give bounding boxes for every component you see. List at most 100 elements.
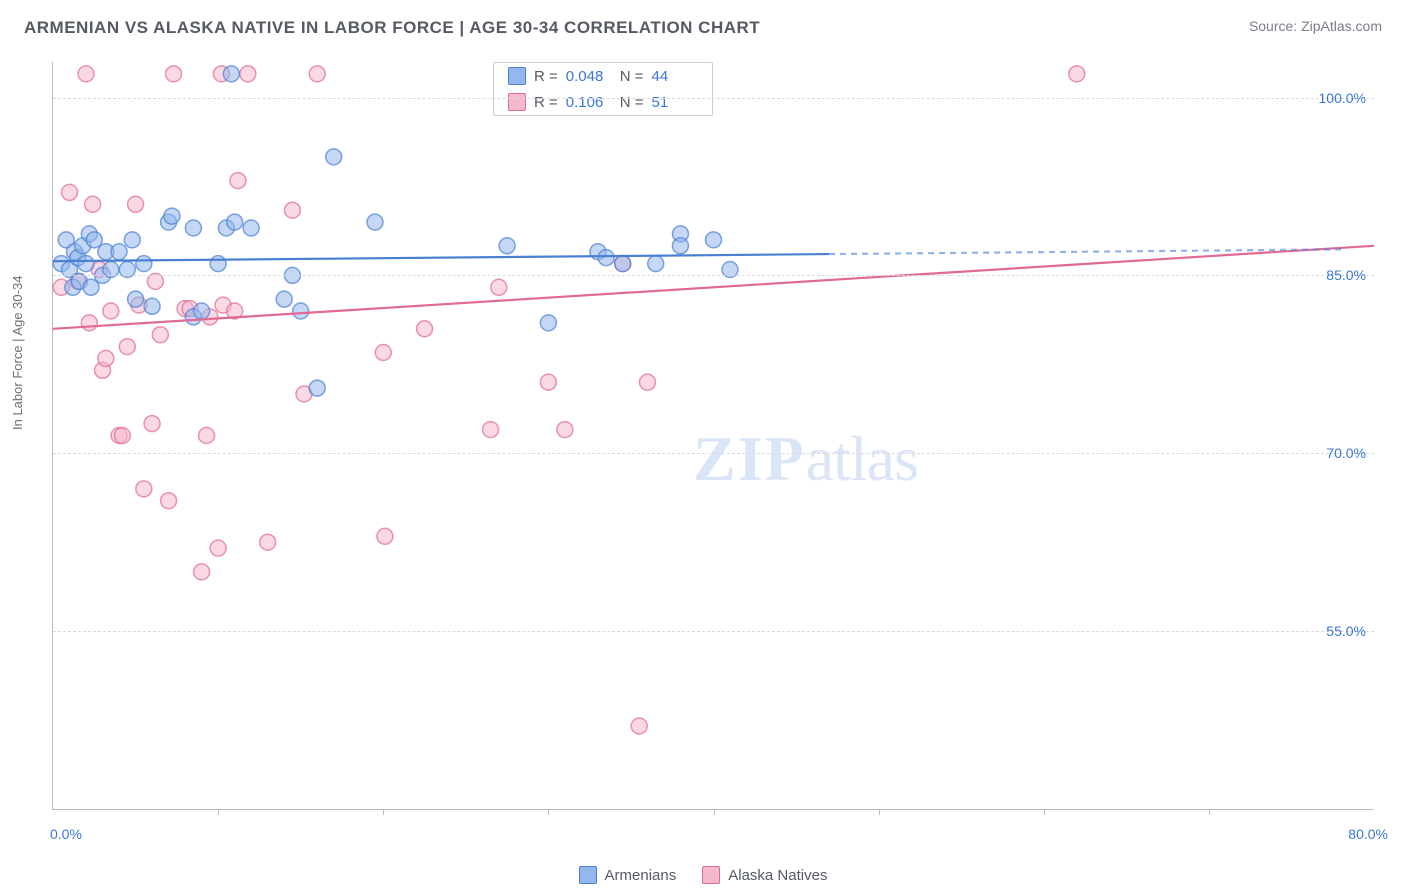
data-point-armenians — [243, 220, 259, 236]
swatch-armenians-bottom — [579, 866, 597, 884]
data-point-alaska_natives — [260, 534, 276, 550]
r-label: R = — [534, 68, 558, 85]
legend-item-alaska: Alaska Natives — [702, 866, 827, 884]
y-tick-label: 55.0% — [1326, 623, 1366, 639]
data-point-alaska_natives — [309, 66, 325, 82]
data-point-armenians — [540, 315, 556, 331]
n-value-alaska: 51 — [652, 94, 698, 111]
data-point-alaska_natives — [210, 540, 226, 556]
data-point-alaska_natives — [639, 374, 655, 390]
data-point-alaska_natives — [62, 184, 78, 200]
trend-line-alaska_natives — [53, 246, 1374, 329]
data-point-alaska_natives — [194, 564, 210, 580]
x-tick — [714, 809, 715, 815]
data-point-armenians — [367, 214, 383, 230]
data-point-armenians — [128, 291, 144, 307]
data-point-armenians — [706, 232, 722, 248]
data-point-alaska_natives — [152, 327, 168, 343]
data-point-armenians — [136, 256, 152, 272]
legend-label-alaska: Alaska Natives — [728, 867, 827, 884]
x-tick-label-max: 80.0% — [1348, 826, 1388, 842]
legend-label-armenians: Armenians — [605, 867, 677, 884]
legend-item-armenians: Armenians — [579, 866, 677, 884]
data-point-alaska_natives — [114, 428, 130, 444]
data-point-armenians — [111, 244, 127, 260]
data-point-alaska_natives — [557, 422, 573, 438]
swatch-armenians — [508, 67, 526, 85]
data-point-alaska_natives — [166, 66, 182, 82]
source-label: Source: — [1249, 18, 1297, 34]
n-label: N = — [620, 68, 644, 85]
source-attribution: Source: ZipAtlas.com — [1249, 18, 1382, 34]
data-point-alaska_natives — [240, 66, 256, 82]
data-point-alaska_natives — [136, 481, 152, 497]
series-legend: Armenians Alaska Natives — [0, 866, 1406, 884]
y-tick-label: 70.0% — [1326, 445, 1366, 461]
y-tick-label: 100.0% — [1319, 90, 1366, 106]
chart-plot-area: R = 0.048 N = 44 R = 0.106 N = 51 ZIPatl… — [52, 62, 1374, 810]
data-point-armenians — [227, 214, 243, 230]
r-value-alaska: 0.106 — [566, 94, 612, 111]
data-point-armenians — [223, 66, 239, 82]
chart-svg — [53, 62, 1374, 809]
data-point-armenians — [164, 208, 180, 224]
chart-title: ARMENIAN VS ALASKA NATIVE IN LABOR FORCE… — [24, 18, 760, 38]
data-point-alaska_natives — [78, 66, 94, 82]
data-point-armenians — [309, 380, 325, 396]
gridline — [53, 631, 1374, 632]
swatch-alaska-bottom — [702, 866, 720, 884]
data-point-alaska_natives — [144, 416, 160, 432]
data-point-alaska_natives — [199, 428, 215, 444]
x-tick — [1044, 809, 1045, 815]
data-point-alaska_natives — [103, 303, 119, 319]
data-point-alaska_natives — [375, 345, 391, 361]
data-point-armenians — [648, 256, 664, 272]
data-point-alaska_natives — [161, 493, 177, 509]
data-point-armenians — [124, 232, 140, 248]
source-value: ZipAtlas.com — [1301, 18, 1382, 34]
swatch-alaska — [508, 93, 526, 111]
data-point-alaska_natives — [417, 321, 433, 337]
data-point-alaska_natives — [128, 196, 144, 212]
n-value-armenians: 44 — [652, 68, 698, 85]
x-tick-label-min: 0.0% — [50, 826, 82, 842]
r-label: R = — [534, 94, 558, 111]
data-point-armenians — [499, 238, 515, 254]
data-point-armenians — [210, 256, 226, 272]
data-point-alaska_natives — [1069, 66, 1085, 82]
data-point-alaska_natives — [119, 339, 135, 355]
x-tick — [218, 809, 219, 815]
correlation-legend: R = 0.048 N = 44 R = 0.106 N = 51 — [493, 62, 713, 116]
legend-row-alaska: R = 0.106 N = 51 — [494, 89, 712, 115]
x-tick — [879, 809, 880, 815]
data-point-alaska_natives — [491, 279, 507, 295]
x-tick — [1209, 809, 1210, 815]
y-tick-label: 85.0% — [1326, 267, 1366, 283]
x-tick — [383, 809, 384, 815]
n-label: N = — [620, 94, 644, 111]
data-point-armenians — [672, 238, 688, 254]
data-point-armenians — [144, 298, 160, 314]
trend-line-armenians — [53, 254, 829, 261]
gridline — [53, 98, 1374, 99]
data-point-armenians — [194, 303, 210, 319]
x-tick — [548, 809, 549, 815]
data-point-alaska_natives — [81, 315, 97, 331]
data-point-armenians — [598, 250, 614, 266]
data-point-armenians — [185, 220, 201, 236]
data-point-alaska_natives — [85, 196, 101, 212]
data-point-alaska_natives — [483, 422, 499, 438]
data-point-armenians — [293, 303, 309, 319]
data-point-alaska_natives — [631, 718, 647, 734]
data-point-alaska_natives — [98, 350, 114, 366]
legend-row-armenians: R = 0.048 N = 44 — [494, 63, 712, 89]
data-point-armenians — [276, 291, 292, 307]
y-axis-label: In Labor Force | Age 30-34 — [10, 276, 25, 430]
data-point-alaska_natives — [377, 528, 393, 544]
data-point-alaska_natives — [284, 202, 300, 218]
data-point-alaska_natives — [230, 173, 246, 189]
data-point-armenians — [78, 256, 94, 272]
gridline — [53, 453, 1374, 454]
gridline — [53, 275, 1374, 276]
r-value-armenians: 0.048 — [566, 68, 612, 85]
